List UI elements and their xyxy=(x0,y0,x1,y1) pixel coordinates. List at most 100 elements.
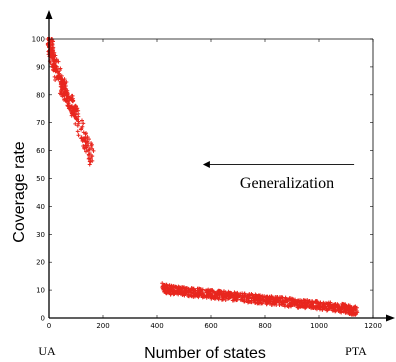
data-point xyxy=(64,92,69,97)
data-point xyxy=(203,288,208,293)
data-point xyxy=(76,108,81,113)
data-point xyxy=(284,297,289,302)
data-point xyxy=(322,305,327,310)
data-point xyxy=(317,303,321,308)
data-point xyxy=(282,302,287,307)
data-point xyxy=(228,290,233,295)
data-point xyxy=(191,286,196,291)
data-point xyxy=(54,75,59,80)
data-point xyxy=(288,296,293,301)
data-point xyxy=(69,106,74,111)
data-point xyxy=(189,286,194,291)
y-axis-ticks: 0 10 20 30 40 50 60 70 80 90 100 xyxy=(32,36,373,323)
data-point xyxy=(351,308,356,313)
y-tick-label: 60 xyxy=(36,147,45,155)
data-point xyxy=(165,286,170,291)
data-point xyxy=(343,304,348,309)
data-point xyxy=(235,291,240,296)
data-point xyxy=(211,296,216,301)
data-point xyxy=(81,130,86,135)
data-point xyxy=(91,148,96,153)
data-point xyxy=(59,90,64,95)
data-point xyxy=(62,93,67,98)
data-point xyxy=(66,101,71,106)
y-tick-label: 30 xyxy=(36,231,45,239)
data-point xyxy=(84,139,89,144)
data-point xyxy=(252,298,257,303)
data-point xyxy=(279,295,284,300)
data-point xyxy=(347,303,352,308)
data-point xyxy=(202,295,207,300)
data-point xyxy=(75,129,80,134)
data-point xyxy=(301,298,306,303)
ua-label: UA xyxy=(38,344,56,358)
data-point xyxy=(86,148,91,153)
data-point xyxy=(69,103,74,108)
data-point xyxy=(81,121,86,126)
data-point xyxy=(79,118,84,123)
data-point xyxy=(267,294,272,299)
data-point xyxy=(59,81,64,86)
data-point xyxy=(74,117,79,122)
data-point xyxy=(246,300,251,305)
data-point xyxy=(164,284,169,289)
data-point xyxy=(56,73,61,78)
data-point xyxy=(182,289,186,294)
data-point xyxy=(235,297,240,302)
x-tick-label: 800 xyxy=(258,322,271,330)
y-axis-arrowhead xyxy=(45,10,53,19)
data-point xyxy=(274,298,279,303)
data-point xyxy=(76,133,81,138)
data-point xyxy=(51,59,56,64)
x-tick-label: 200 xyxy=(96,322,109,330)
data-point xyxy=(161,287,166,292)
x-axis-arrowhead xyxy=(386,314,395,322)
data-point xyxy=(218,288,223,293)
data-point xyxy=(264,294,269,299)
data-point xyxy=(337,305,342,310)
data-point xyxy=(336,303,341,308)
axes xyxy=(45,10,395,322)
data-point xyxy=(187,294,192,299)
data-point xyxy=(67,98,72,103)
data-point xyxy=(271,301,276,306)
data-point xyxy=(60,94,65,99)
data-point xyxy=(76,121,81,126)
generalization-annotation: Generalization xyxy=(240,175,334,192)
data-point xyxy=(238,297,243,302)
data-point xyxy=(244,297,249,302)
data-point xyxy=(61,87,66,92)
data-point xyxy=(86,137,91,142)
data-point xyxy=(290,300,294,305)
x-tick-label: 600 xyxy=(204,322,217,330)
generalization-arrowhead xyxy=(202,161,210,169)
data-point xyxy=(89,143,94,148)
data-point xyxy=(271,297,276,302)
data-point xyxy=(222,293,227,298)
data-point xyxy=(215,293,220,298)
data-point xyxy=(258,297,263,302)
data-point xyxy=(178,287,183,292)
data-point xyxy=(286,304,291,309)
data-point xyxy=(339,306,344,311)
y-tick-label: 80 xyxy=(36,91,45,99)
data-point xyxy=(325,301,330,306)
x-tick-label: 1000 xyxy=(310,322,328,330)
data-point xyxy=(88,159,93,164)
data-point xyxy=(80,139,85,144)
x-axis-label: Number of states xyxy=(144,345,266,362)
data-point xyxy=(182,285,187,290)
data-point xyxy=(169,283,174,288)
data-point xyxy=(53,64,58,69)
y-tick-label: 40 xyxy=(36,203,45,211)
data-point xyxy=(242,299,247,304)
data-point xyxy=(295,298,300,303)
data-point xyxy=(51,62,56,67)
y-tick-label: 90 xyxy=(36,63,45,71)
data-point xyxy=(266,298,271,303)
y-tick-label: 100 xyxy=(32,36,45,44)
pta-label: PTA xyxy=(345,344,367,358)
data-point xyxy=(79,126,84,131)
data-point xyxy=(232,290,237,295)
